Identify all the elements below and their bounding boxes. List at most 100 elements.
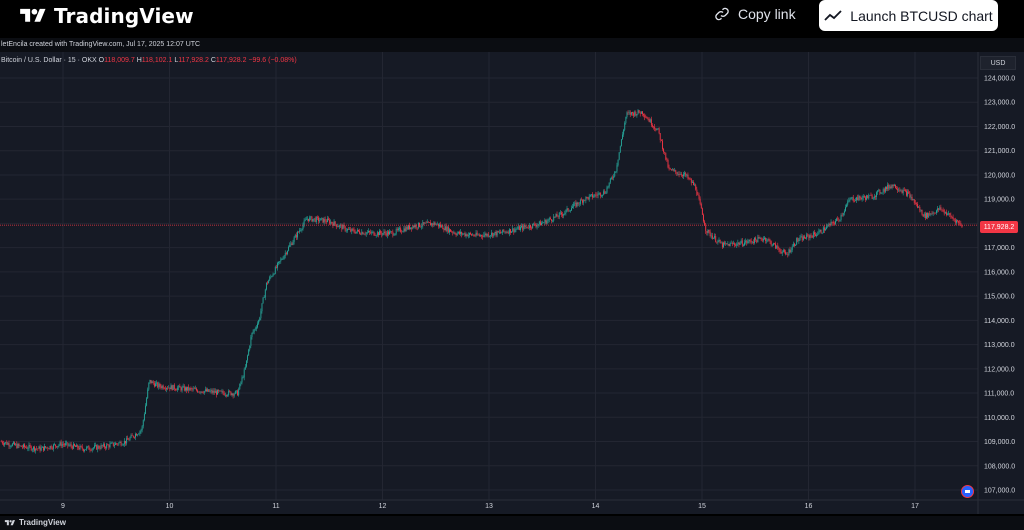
candle-body bbox=[601, 195, 602, 197]
x-tick-label: 10 bbox=[166, 503, 174, 510]
candle-body bbox=[308, 218, 310, 222]
candle-body bbox=[849, 199, 851, 201]
candle-body bbox=[243, 369, 245, 378]
candle-body bbox=[319, 220, 321, 222]
header-bar: TradingView Copy link Launch BTCUSD char… bbox=[0, 0, 1024, 34]
candle-body bbox=[478, 234, 480, 236]
candle-body bbox=[850, 197, 852, 200]
candle-body bbox=[86, 447, 88, 450]
launch-chart-button[interactable]: Launch BTCUSD chart bbox=[819, 0, 998, 31]
candle-body bbox=[835, 221, 836, 224]
candle-body bbox=[143, 413, 145, 421]
candle-body bbox=[878, 189, 880, 191]
candle-body bbox=[729, 243, 731, 247]
candle-body bbox=[918, 206, 920, 208]
candle-body bbox=[910, 196, 912, 198]
candle-body bbox=[719, 239, 721, 244]
candle-body bbox=[933, 212, 935, 214]
candle-body bbox=[466, 234, 468, 237]
candle-body bbox=[731, 242, 733, 244]
candle-body bbox=[263, 297, 265, 299]
candle-body bbox=[653, 126, 655, 128]
candle-body bbox=[389, 231, 391, 235]
price-chart[interactable]: 107,000.0 108,000.0 109,000.0 110,000.0 111,… bbox=[0, 52, 1024, 514]
x-tick-label: 13 bbox=[485, 503, 493, 510]
candle-body bbox=[295, 235, 297, 238]
candle-body bbox=[232, 393, 234, 396]
candle-body bbox=[845, 207, 846, 211]
candle-body bbox=[217, 390, 219, 395]
candle-body bbox=[608, 182, 610, 187]
candle-body bbox=[462, 233, 464, 235]
candle-body bbox=[595, 194, 597, 196]
candle-body bbox=[772, 243, 774, 245]
candle-body bbox=[128, 439, 130, 441]
candle-body bbox=[260, 311, 262, 319]
candle-body bbox=[38, 446, 40, 449]
footer-logo[interactable]: TradingView bbox=[4, 518, 66, 527]
candle-body bbox=[696, 189, 698, 195]
candle-body bbox=[242, 377, 244, 379]
candle-body bbox=[728, 243, 730, 247]
candle-body bbox=[5, 442, 7, 444]
candle-body bbox=[364, 233, 366, 235]
candle-body bbox=[681, 175, 683, 177]
candle-body bbox=[857, 197, 859, 201]
candle-body bbox=[811, 235, 813, 238]
candle-body bbox=[709, 231, 711, 237]
candle-body bbox=[355, 231, 357, 234]
candle-body bbox=[146, 398, 148, 406]
legend-high-value: 118,102.1 bbox=[141, 57, 173, 64]
candle-body bbox=[536, 225, 538, 227]
candle-body bbox=[785, 251, 787, 255]
candle-body bbox=[766, 240, 768, 242]
candle-body bbox=[288, 246, 290, 251]
candle-body bbox=[656, 129, 658, 131]
candle-body bbox=[392, 231, 394, 236]
candle-body bbox=[305, 219, 307, 220]
candle-body bbox=[900, 190, 902, 192]
candle-body bbox=[528, 225, 530, 229]
copy-link-button[interactable]: Copy link bbox=[714, 6, 796, 22]
candle-body bbox=[42, 446, 44, 451]
candle-body bbox=[637, 110, 639, 114]
us-flag-icon[interactable] bbox=[961, 485, 974, 498]
candle-body bbox=[694, 184, 696, 186]
candle-body bbox=[436, 223, 438, 225]
candle-body bbox=[796, 238, 798, 245]
candle-body bbox=[257, 323, 258, 328]
candle-body bbox=[889, 186, 891, 189]
candle-body bbox=[275, 266, 277, 268]
candle-body bbox=[304, 219, 306, 221]
x-tick-label: 12 bbox=[379, 503, 387, 510]
tradingview-logo[interactable]: TradingView bbox=[18, 4, 194, 28]
candle-body bbox=[26, 447, 28, 449]
candle-body bbox=[649, 119, 651, 122]
candle-body bbox=[635, 111, 637, 116]
candle-body bbox=[0, 441, 2, 443]
candle-body bbox=[261, 303, 263, 312]
candle-body bbox=[397, 228, 399, 230]
candle-body bbox=[138, 433, 140, 435]
candle-body bbox=[518, 226, 520, 231]
candle-body bbox=[291, 243, 293, 245]
candle-body bbox=[551, 219, 552, 221]
candle-body bbox=[110, 442, 112, 444]
candlestick-chart-svg[interactable]: 107,000.0 108,000.0 109,000.0 110,000.0 111,… bbox=[0, 52, 1024, 514]
candle-body bbox=[213, 390, 215, 393]
candle-body bbox=[81, 446, 83, 450]
candle-body bbox=[210, 390, 212, 391]
candle-body bbox=[374, 235, 376, 236]
currency-selector[interactable]: USD bbox=[980, 56, 1016, 70]
candle-body bbox=[160, 386, 162, 388]
candle-body bbox=[365, 232, 367, 235]
candle-body bbox=[760, 237, 762, 240]
candle-body bbox=[853, 200, 855, 202]
candle-body bbox=[214, 391, 216, 393]
candle-body bbox=[547, 219, 549, 221]
candle-body bbox=[375, 235, 377, 236]
candle-body bbox=[738, 242, 740, 245]
candle-body bbox=[690, 179, 692, 183]
candle-body bbox=[427, 221, 429, 223]
candle-body bbox=[563, 213, 565, 216]
